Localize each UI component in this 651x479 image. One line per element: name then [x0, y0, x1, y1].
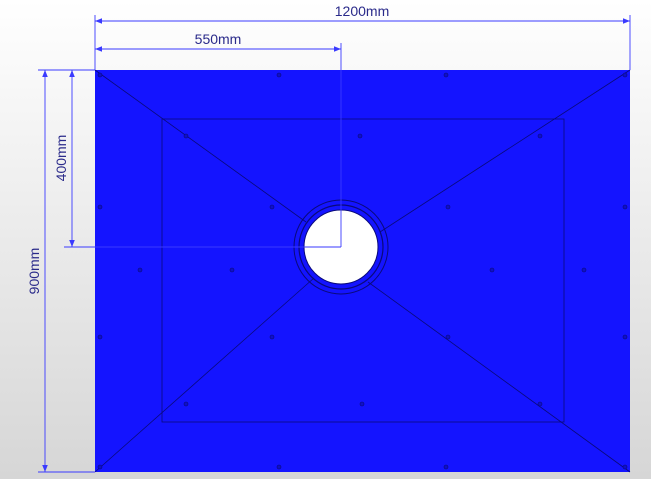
fall-line-bottom-left: [94, 277, 315, 473]
fixing-point: [622, 464, 628, 470]
fixing-point: [489, 267, 495, 273]
fixing-point: [445, 204, 451, 210]
fixing-point: [97, 464, 103, 470]
hole-y-label: 400mm: [53, 135, 69, 182]
fixing-point: [622, 334, 628, 340]
fixing-point: [537, 133, 543, 139]
fixing-point: [443, 464, 449, 470]
dimensions: [38, 15, 631, 473]
fall-line-top-right: [379, 69, 631, 233]
fixing-point: [269, 204, 275, 210]
fixing-point: [622, 204, 628, 210]
fixing-point: [276, 72, 282, 78]
fixing-point: [581, 267, 587, 273]
fixing-point: [443, 72, 449, 78]
fixing-point: [183, 401, 189, 407]
width-label: 1200mm: [335, 3, 389, 19]
fixing-point: [445, 334, 451, 340]
tray-panel: [94, 69, 631, 473]
fixing-point: [183, 133, 189, 139]
fall-line-top-left: [94, 69, 307, 223]
fixing-point: [359, 401, 365, 407]
fixing-point: [622, 72, 628, 78]
fixing-point: [357, 133, 363, 139]
fixing-point: [229, 267, 235, 273]
fall-lines: [94, 69, 631, 473]
fixing-point: [97, 204, 103, 210]
height-label: 900mm: [26, 248, 42, 295]
fixing-point: [276, 464, 282, 470]
fixing-point: [537, 401, 543, 407]
inner-border: [161, 118, 565, 423]
fixing-point: [97, 72, 103, 78]
hole-x-label: 550mm: [195, 31, 242, 47]
fixing-point: [269, 334, 275, 340]
fixing-point: [137, 267, 143, 273]
fall-line-bottom-right: [367, 281, 631, 473]
fixing-points: [97, 72, 628, 470]
fixing-point: [97, 334, 103, 340]
